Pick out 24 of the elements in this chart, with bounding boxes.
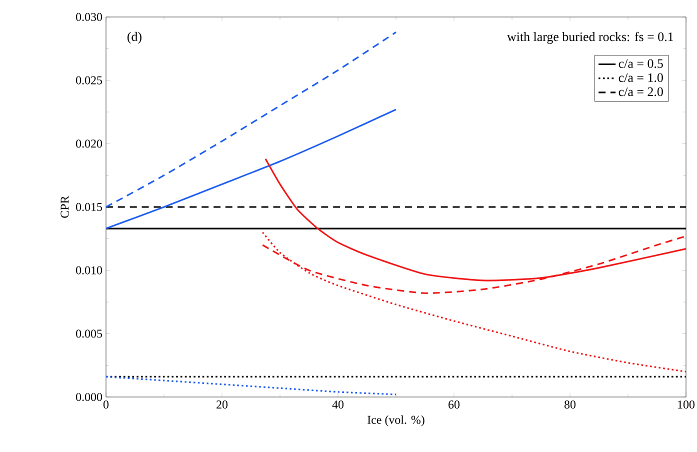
y-tick-label: 0.010: [76, 266, 102, 274]
x-tick-label: 40: [332, 400, 344, 409]
y-tick-label: 0.015: [76, 202, 102, 212]
legend-label: c/a = 2.0: [618, 87, 663, 96]
y-tick-label: 0.030: [76, 12, 102, 22]
y-tick-label: 0.025: [76, 76, 102, 84]
x-tick-label: 0: [103, 400, 109, 409]
x-tick-label: 100: [678, 400, 695, 409]
annotation: with large buried rocks: fs = 0.1: [507, 32, 674, 44]
line-series: [106, 376, 397, 396]
y-tick-label: 0.020: [76, 140, 102, 148]
legend-label: c/a = 1.0: [618, 73, 663, 82]
x-tick-label: 80: [564, 400, 576, 409]
line-series: [106, 31, 397, 208]
y-tick-label: 0.005: [76, 330, 102, 338]
x-tick-label: 20: [216, 400, 228, 409]
y-axis-title: CPR: [60, 196, 69, 218]
legend-label: c/a = 0.5: [618, 59, 663, 68]
x-tick-label: 60: [448, 400, 460, 409]
annotation: (d): [127, 32, 142, 44]
x-axis-title: Ice (vol. %): [368, 415, 424, 426]
line-series: [106, 108, 397, 230]
line-series: [262, 232, 686, 372]
y-tick-label: 0.000: [76, 392, 102, 402]
